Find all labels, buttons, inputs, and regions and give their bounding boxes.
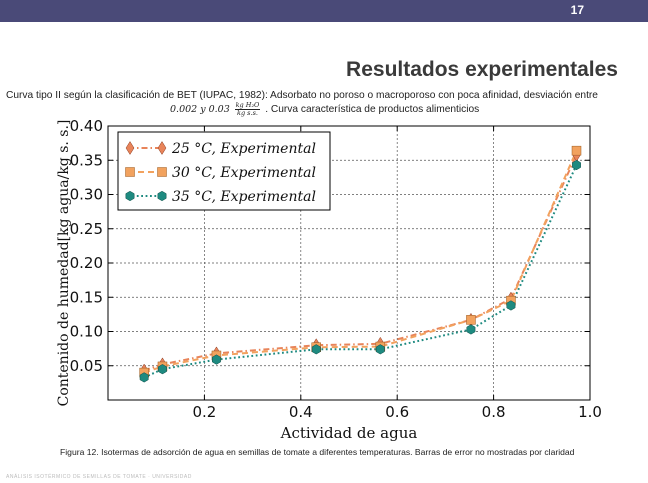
legend-marker-end-2 <box>157 167 167 177</box>
description-fraction: kg H₂O kg s.s. <box>234 101 261 117</box>
fraction-denominator: kg s.s. <box>237 109 258 117</box>
data-point-series-3 <box>572 159 581 171</box>
legend-marker-start-3 <box>125 190 135 202</box>
y-tick-label: 0.15 <box>70 288 103 306</box>
x-tick-label: 0.2 <box>192 403 216 421</box>
series-line-2 <box>143 150 578 374</box>
legend-label-2: 30 °C, Experimental <box>172 165 316 181</box>
fraction-numerator: kg H₂O <box>234 101 261 110</box>
x-tick-label: 0.4 <box>289 403 313 421</box>
slide-header-bar: 17 <box>0 0 648 22</box>
x-tick-label: 0.8 <box>482 403 506 421</box>
x-tick-label: 0.6 <box>385 403 409 421</box>
legend-marker-start-1 <box>125 141 135 155</box>
description-line-1: Curva tipo II según la clasificación de … <box>6 90 598 101</box>
series-line-3 <box>143 164 578 379</box>
data-point-series-3 <box>375 344 385 355</box>
isotherm-chart: 0.2 0.4 0.6 0.8 1.0 0.05 0.10 0.15 0.20 0.25 0.30 0… <box>56 117 602 442</box>
legend-marker-start-2 <box>125 167 135 177</box>
y-tick-label: 0.30 <box>70 186 103 204</box>
data-point-series-2 <box>571 145 582 156</box>
y-tick-label: 0.05 <box>70 357 103 375</box>
y-tick-label: 0.25 <box>70 220 103 238</box>
legend-marker-end-1 <box>157 141 167 155</box>
legend-marker-end-3 <box>157 190 167 202</box>
figure-caption: Figura 12. Isotermas de adsorción de agu… <box>60 447 575 457</box>
y-axis-label: Contenido de humedad[kg agua/kg s. s.] <box>56 120 72 407</box>
slide-number: 17 <box>570 3 584 17</box>
data-point-series-3 <box>212 354 221 365</box>
data-point-series-3 <box>311 344 321 355</box>
x-axis-label: Actividad de agua <box>280 424 418 442</box>
data-point-series-3 <box>506 300 516 311</box>
series-line-1 <box>143 154 578 372</box>
slide-footer: ANÁLISIS ISOTÉRMICO DE SEMILLAS DE TOMAT… <box>6 474 192 480</box>
legend-label-1: 25 °C, Experimental <box>171 141 316 157</box>
slide-title: Resultados experimentales <box>346 58 618 81</box>
data-point-series-3 <box>158 364 167 375</box>
description-range: 0.002 y 0.03 <box>170 104 230 116</box>
y-tick-label: 0.10 <box>70 323 103 341</box>
x-tick-label: 1.0 <box>578 403 602 421</box>
data-point-series-3 <box>466 324 476 335</box>
y-tick-label: 0.20 <box>70 254 103 272</box>
description-line-2: 0.002 y 0.03 kg H₂O kg s.s. . Curva cara… <box>170 102 479 117</box>
legend-label-3: 35 °C, Experimental <box>172 189 316 205</box>
y-tick-label: 0.35 <box>70 151 103 169</box>
y-tick-label: 0.40 <box>70 117 103 135</box>
data-point-series-3 <box>139 372 149 383</box>
description-tail: . Curva característica de productos alim… <box>265 104 480 116</box>
data-point-series-2 <box>466 315 476 325</box>
